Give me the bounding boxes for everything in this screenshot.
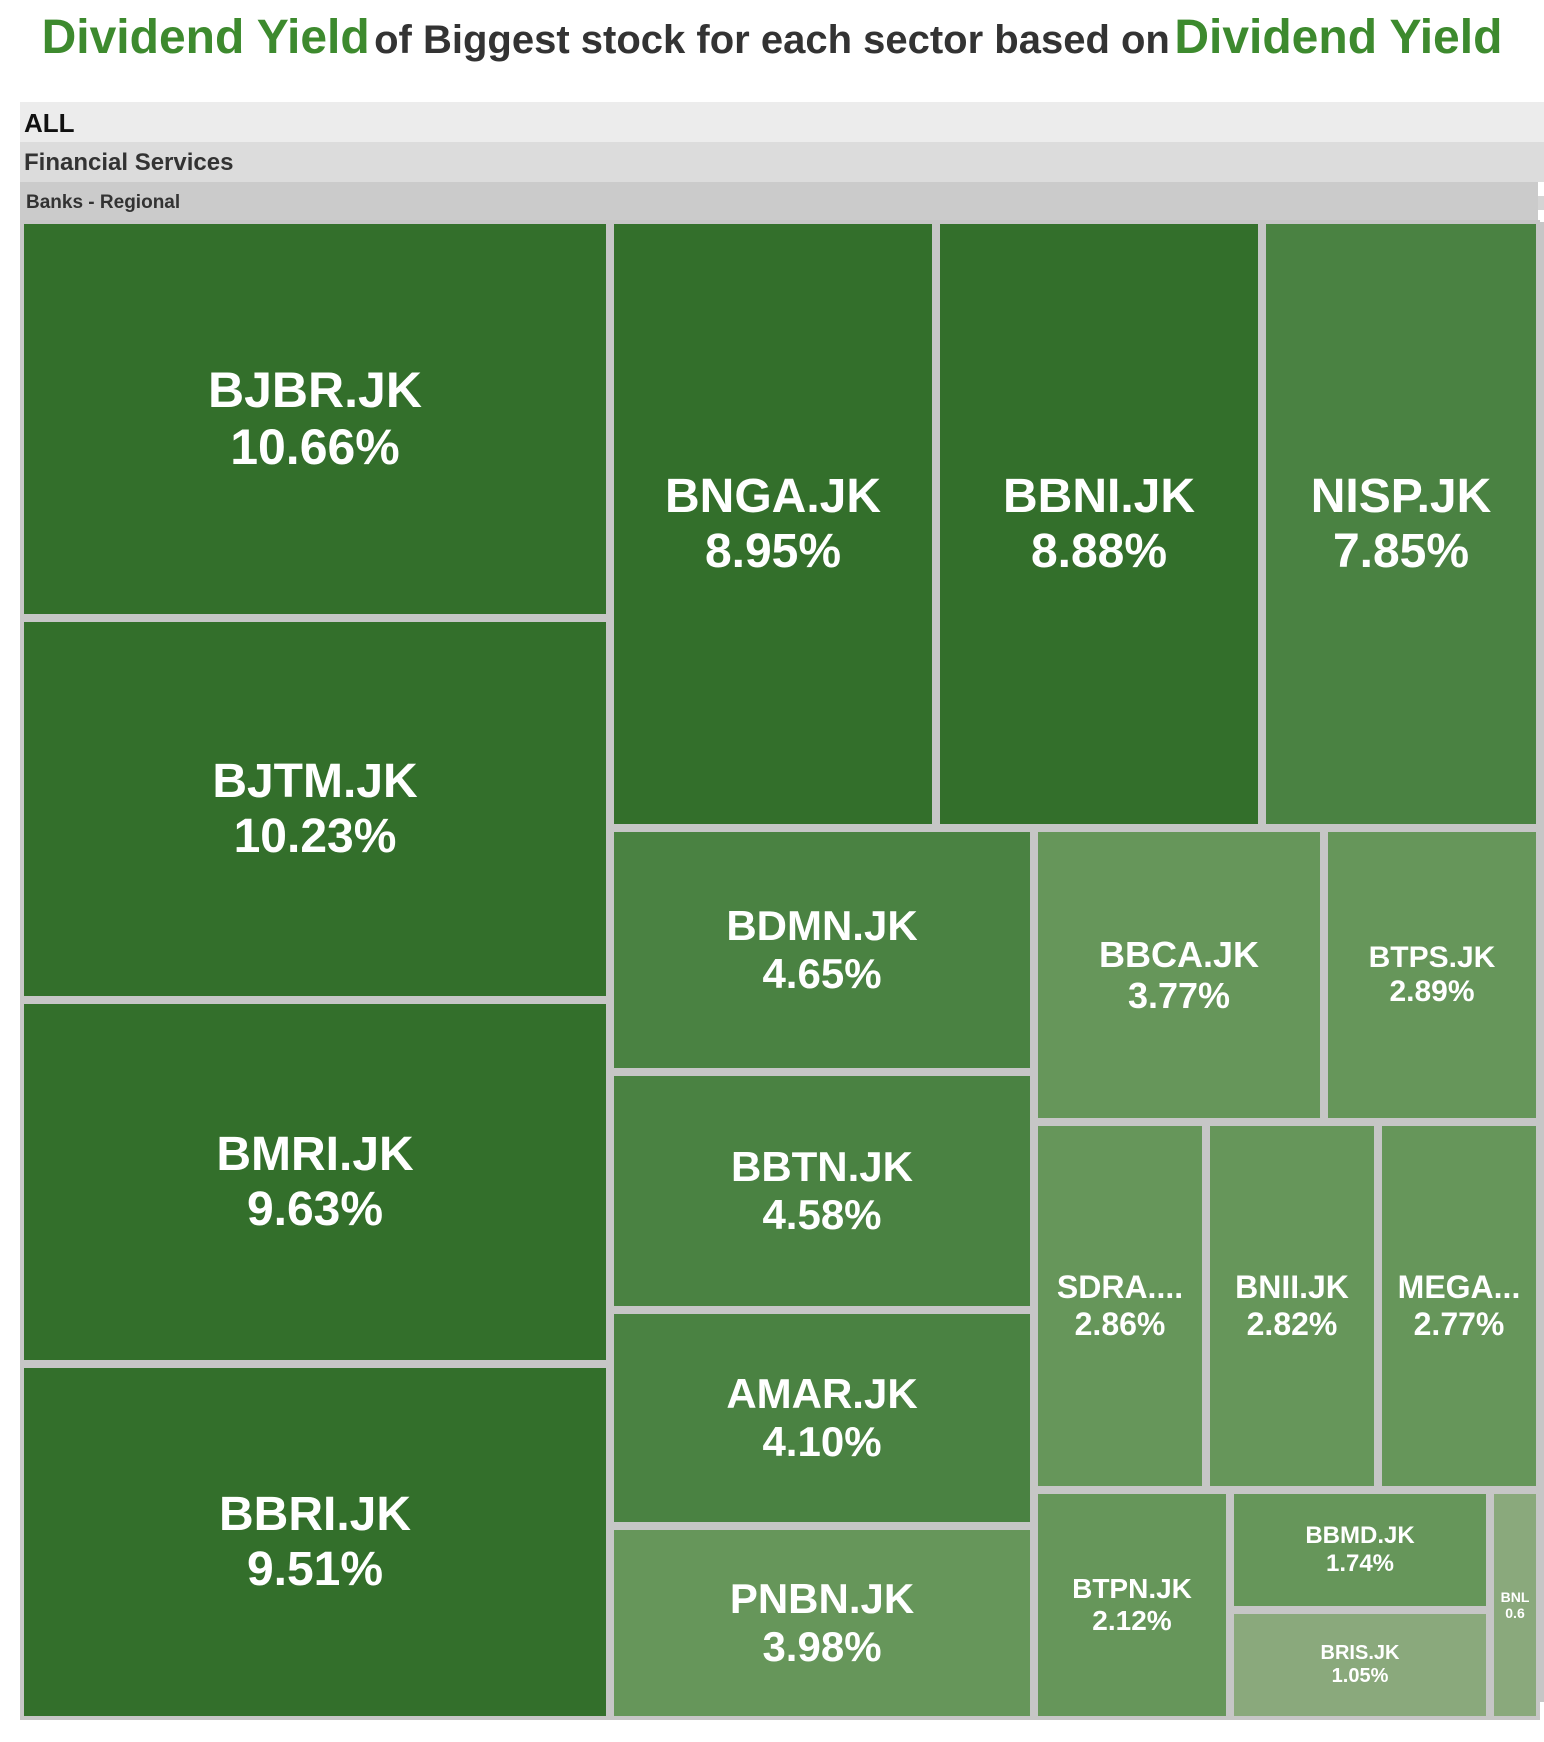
tile-ticker-label: BNII.JK <box>1235 1269 1349 1306</box>
tile-ticker-label: NISP.JK <box>1310 469 1492 523</box>
tile-label-group: BNII.JK 2.82% <box>1235 1269 1349 1343</box>
tile-label-group: BBNI.JK 8.88% <box>1003 469 1195 579</box>
tile-ticker-label: MEGA... <box>1397 1269 1521 1306</box>
treemap-tile[interactable]: BNL 0.6 <box>1490 1490 1540 1720</box>
tile-value-label: 3.77% <box>1127 975 1231 1016</box>
tile-value-label: 2.12% <box>1092 1605 1172 1636</box>
tile-label-group: SDRA.... 2.86% <box>1057 1269 1183 1343</box>
tile-value-label: 0.6 <box>1505 1605 1525 1621</box>
tile-value-label: 1.74% <box>1325 1550 1395 1577</box>
tile-ticker-label: BTPS.JK <box>1368 940 1496 974</box>
treemap-tile[interactable]: BJTM.JK 10.23% <box>20 618 610 1000</box>
title-accent-left: Dividend Yield <box>41 11 370 64</box>
tile-ticker-label: BJTM.JK <box>212 754 418 808</box>
tile-ticker-label: BNL <box>1500 1588 1530 1605</box>
treemap-tile[interactable]: MEGA... 2.77% <box>1378 1122 1540 1490</box>
tile-value-label: 9.51% <box>246 1543 384 1596</box>
tile-label-group: NISP.JK 7.85% <box>1311 469 1492 579</box>
tile-ticker-label: BBTN.JK <box>730 1142 913 1190</box>
treemap-tile[interactable]: BMRI.JK 9.63% <box>20 1000 610 1364</box>
treemap-tile[interactable]: BNII.JK 2.82% <box>1206 1122 1378 1490</box>
tile-label-group: BBMD.JK 1.74% <box>1305 1522 1414 1577</box>
tile-label-group: BBTN.JK 4.58% <box>731 1143 913 1240</box>
tile-ticker-label: PNBN.JK <box>729 1574 915 1622</box>
title-accent-right: Dividend Yield <box>1174 11 1503 64</box>
treemap-tile[interactable]: AMAR.JK 4.10% <box>610 1310 1034 1526</box>
tile-ticker-label: BRIS.JK <box>1320 1642 1400 1664</box>
treemap-tile[interactable]: BNGA.JK 8.95% <box>610 220 936 828</box>
tile-value-label: 8.95% <box>704 525 842 578</box>
tile-label-group: BJTM.JK 10.23% <box>212 754 417 864</box>
tile-value-label: 8.88% <box>1030 525 1168 578</box>
treemap-tile[interactable]: PNBN.JK 3.98% <box>610 1526 1034 1720</box>
tile-ticker-label: BMRI.JK <box>216 1127 414 1181</box>
tile-label-group: BTPS.JK 2.89% <box>1369 941 1496 1010</box>
treemap-tile[interactable]: BBRI.JK 9.51% <box>20 1364 610 1720</box>
tile-ticker-label: BDMN.JK <box>726 901 918 949</box>
tile-label-group: BBRI.JK 9.51% <box>219 1487 411 1597</box>
adjacent-industry-edge <box>1538 222 1544 1702</box>
tile-value-label: 2.77% <box>1413 1306 1505 1342</box>
tile-value-label: 10.23% <box>233 810 397 863</box>
title-middle: of Biggest stock for each sector based o… <box>374 18 1170 62</box>
tile-value-label: 4.58% <box>762 1191 882 1238</box>
treemap-tile[interactable]: BBTN.JK 4.58% <box>610 1072 1034 1310</box>
treemap-tile[interactable]: BBNI.JK 8.88% <box>936 220 1262 828</box>
treemap-tile[interactable]: BTPN.JK 2.12% <box>1034 1490 1230 1720</box>
tile-value-label: 4.10% <box>762 1418 882 1465</box>
tile-ticker-label: SDRA.... <box>1056 1269 1184 1306</box>
tile-ticker-label: BBMD.JK <box>1305 1522 1415 1550</box>
tile-label-group: BMRI.JK 9.63% <box>216 1127 413 1237</box>
tile-ticker-label: BTPN.JK <box>1072 1572 1192 1604</box>
tile-label-group: BNL 0.6 <box>1501 1589 1530 1621</box>
treemap-tile[interactable]: BDMN.JK 4.65% <box>610 828 1034 1072</box>
treemap-tile[interactable]: SDRA.... 2.86% <box>1034 1122 1206 1490</box>
tile-ticker-label: BNGA.JK <box>664 469 882 523</box>
adjacent-industry-edge <box>1538 196 1544 210</box>
treemap-plot: BJBR.JK 10.66% BJTM.JK 10.23% BMRI.JK 9.63% BB… <box>20 220 1540 1720</box>
breadcrumb-industry[interactable]: Banks - Regional <box>20 182 1538 222</box>
tile-value-label: 2.82% <box>1246 1306 1338 1342</box>
tile-label-group: BNGA.JK 8.95% <box>665 469 881 579</box>
tile-label-group: BJBR.JK 10.66% <box>208 362 422 477</box>
tile-label-group: BBCA.JK 3.77% <box>1099 934 1259 1017</box>
tile-label-group: PNBN.JK 3.98% <box>730 1575 914 1672</box>
treemap-tile[interactable]: BBCA.JK 3.77% <box>1034 828 1324 1122</box>
treemap-tile[interactable]: NISP.JK 7.85% <box>1262 220 1540 828</box>
tile-label-group: MEGA... 2.77% <box>1398 1269 1521 1343</box>
tile-value-label: 3.98% <box>762 1623 882 1670</box>
treemap-tile[interactable]: BBMD.JK 1.74% <box>1230 1490 1490 1610</box>
chart-title: Dividend Yield of Biggest stock for each… <box>0 10 1544 65</box>
tile-value-label: 1.05% <box>1331 1665 1389 1687</box>
tile-value-label: 9.63% <box>246 1183 384 1236</box>
breadcrumb-root[interactable]: ALL <box>20 102 1544 142</box>
tile-label-group: AMAR.JK 4.10% <box>726 1370 917 1467</box>
tile-value-label: 7.85% <box>1332 525 1470 578</box>
tile-ticker-label: BBRI.JK <box>218 1487 412 1541</box>
tile-label-group: BDMN.JK 4.65% <box>726 902 917 999</box>
tile-ticker-label: BJBR.JK <box>208 361 422 418</box>
treemap-tile[interactable]: BRIS.JK 1.05% <box>1230 1610 1490 1720</box>
tile-value-label: 4.65% <box>762 950 882 997</box>
treemap-tile[interactable]: BJBR.JK 10.66% <box>20 220 610 618</box>
tile-ticker-label: AMAR.JK <box>726 1369 918 1417</box>
tile-value-label: 2.89% <box>1389 975 1475 1008</box>
tile-label-group: BRIS.JK 1.05% <box>1321 1642 1400 1688</box>
tile-ticker-label: BBCA.JK <box>1098 933 1259 975</box>
tile-ticker-label: BBNI.JK <box>1002 469 1196 523</box>
breadcrumb-sector[interactable]: Financial Services <box>20 142 1544 182</box>
tile-value-label: 2.86% <box>1074 1306 1166 1342</box>
tile-value-label: 10.66% <box>230 419 400 475</box>
treemap-tile[interactable]: BTPS.JK 2.89% <box>1324 828 1540 1122</box>
tile-label-group: BTPN.JK 2.12% <box>1072 1573 1192 1637</box>
